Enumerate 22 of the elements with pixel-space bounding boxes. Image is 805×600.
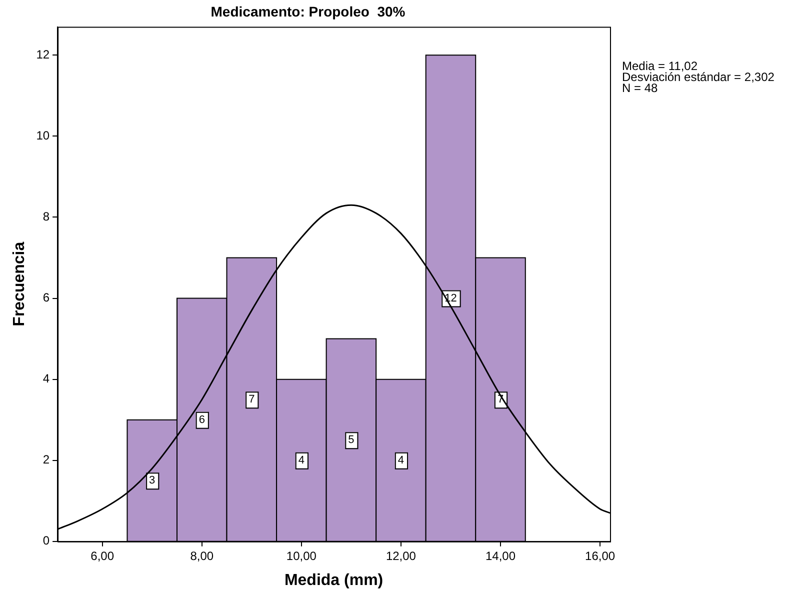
y-tick-label: 2 [42,452,50,467]
y-tick-label: 0 [42,534,50,548]
y-axis-title: Frecuencia [11,242,28,326]
data-label: 3 [149,474,156,487]
chart-title: Medicamento: Propoleo 30% [210,3,406,20]
y-tick-label: 12 [36,47,50,62]
data-label: 5 [348,434,354,446]
y-tick-label: 10 [36,128,50,143]
x-tick-label: 12,00 [386,548,416,563]
y-tick-label: 8 [42,210,50,224]
y-tick-label: 4 [42,372,50,386]
x-axis-title: Medida (mm) [284,572,384,589]
data-label: 4 [298,454,304,466]
data-label: 6 [198,414,205,426]
x-tick-label: 8,00 [190,548,214,563]
x-tick-label: 10,00 [286,548,317,563]
x-tick-label: 14,00 [485,548,516,563]
x-tick-label: 16,00 [585,548,616,563]
x-tick-label: 6,00 [90,548,114,563]
y-tick-label: 6 [42,290,50,305]
data-label: 7 [248,394,255,406]
data-label: 4 [398,454,404,466]
